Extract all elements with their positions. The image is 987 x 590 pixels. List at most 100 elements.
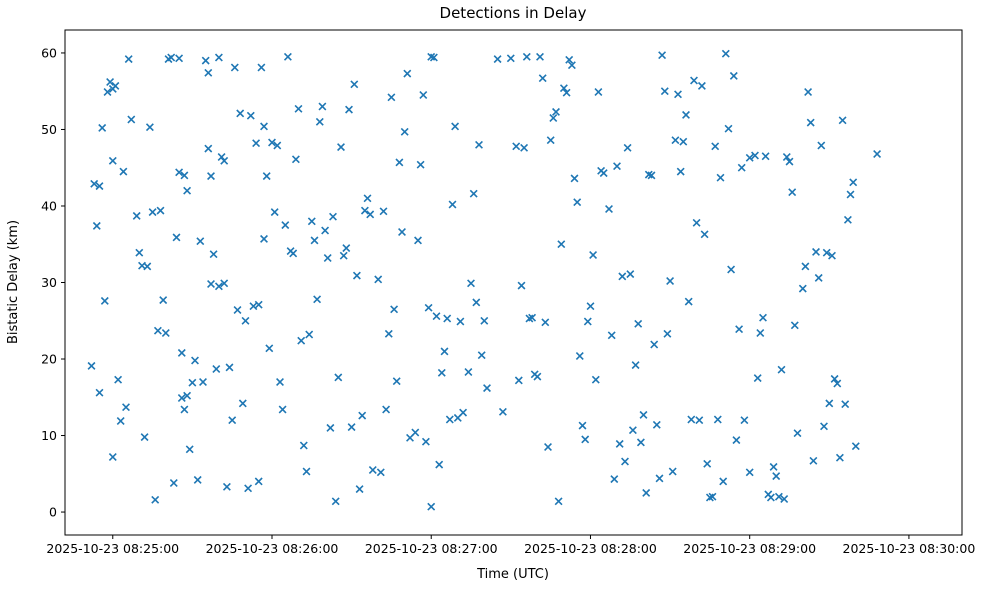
data-point: [151, 495, 160, 504]
data-point: [849, 178, 858, 187]
data-point: [358, 411, 367, 420]
data-point: [337, 143, 345, 152]
data-point: [817, 141, 826, 150]
data-point: [615, 439, 624, 448]
data-point: [512, 142, 521, 151]
data-point: [196, 237, 205, 246]
data-point: [798, 284, 807, 293]
data-point: [671, 136, 680, 145]
data-point: [106, 78, 115, 86]
data-point: [605, 205, 613, 213]
data-point: [299, 441, 308, 450]
data-point: [225, 363, 234, 372]
data-points: [87, 49, 882, 511]
data-point: [806, 118, 815, 127]
data-point: [435, 460, 444, 469]
data-point: [169, 479, 178, 487]
data-point: [212, 365, 221, 373]
data-point: [92, 221, 101, 230]
data-point: [233, 306, 242, 314]
data-point: [153, 326, 162, 335]
data-point: [276, 378, 284, 386]
data-point: [586, 302, 595, 311]
data-point: [204, 144, 213, 153]
data-point: [419, 91, 428, 99]
data-point: [281, 221, 290, 230]
x-axis-label: Time (UTC): [476, 567, 549, 582]
data-point: [451, 122, 460, 131]
data-point: [833, 379, 842, 388]
data-point: [387, 93, 396, 102]
data-point: [477, 351, 486, 360]
data-point: [772, 472, 781, 481]
data-point: [581, 435, 590, 444]
data-point: [676, 167, 685, 176]
data-point: [528, 313, 537, 322]
data-point: [788, 188, 797, 197]
data-point: [148, 208, 157, 217]
data-point: [780, 495, 789, 503]
data-point: [366, 210, 375, 219]
y-tick-label: 0: [49, 505, 57, 520]
data-point: [241, 316, 250, 325]
data-point: [552, 107, 560, 116]
data-point: [350, 80, 359, 89]
data-point: [321, 226, 330, 235]
data-point: [785, 157, 794, 166]
data-point: [536, 52, 544, 61]
data-point: [437, 368, 446, 377]
data-point: [851, 442, 860, 451]
data-point: [297, 336, 306, 345]
data-point: [127, 115, 136, 124]
data-point: [217, 153, 226, 161]
data-point: [283, 52, 292, 61]
data-point: [846, 190, 855, 199]
data-point: [679, 137, 688, 146]
data-point: [268, 138, 276, 147]
data-point: [191, 356, 199, 365]
data-point: [812, 247, 820, 256]
data-point: [177, 394, 186, 402]
data-point: [310, 236, 319, 245]
data-point: [740, 416, 749, 425]
data-point: [214, 53, 223, 62]
data-point: [273, 141, 282, 150]
data-point: [183, 391, 192, 400]
data-point: [759, 313, 767, 322]
data-point: [193, 475, 202, 484]
data-point: [668, 467, 677, 476]
data-point: [623, 143, 632, 152]
data-point: [339, 251, 348, 260]
data-point: [705, 493, 714, 502]
data-point: [448, 200, 457, 209]
data-point: [634, 319, 643, 328]
data-point: [732, 436, 741, 445]
data-point: [684, 297, 693, 306]
data-point: [652, 420, 661, 429]
data-point: [663, 329, 672, 338]
x-tick-label: 2025-10-23 08:30:00: [843, 541, 976, 556]
data-point: [607, 331, 616, 340]
data-point: [719, 477, 728, 486]
data-point: [443, 314, 452, 323]
data-point: [658, 51, 667, 60]
data-point: [180, 171, 189, 180]
data-point: [766, 493, 775, 502]
data-point: [713, 415, 722, 424]
data-point: [469, 189, 478, 198]
data-point: [398, 228, 406, 236]
y-axis-ticks: 0 10 20 30 40 50 60: [41, 45, 65, 520]
data-point: [655, 474, 664, 483]
data-point: [214, 282, 223, 291]
data-point: [135, 248, 144, 257]
x-tick-label: 2025-10-23 08:25:00: [46, 541, 179, 556]
data-point: [228, 416, 237, 425]
data-point: [161, 329, 170, 337]
data-point: [557, 240, 566, 249]
data-point: [180, 405, 189, 414]
y-tick-label: 40: [41, 198, 57, 213]
data-point: [326, 423, 335, 432]
data-point: [260, 234, 268, 243]
data-point: [244, 484, 253, 493]
data-point: [835, 453, 844, 462]
